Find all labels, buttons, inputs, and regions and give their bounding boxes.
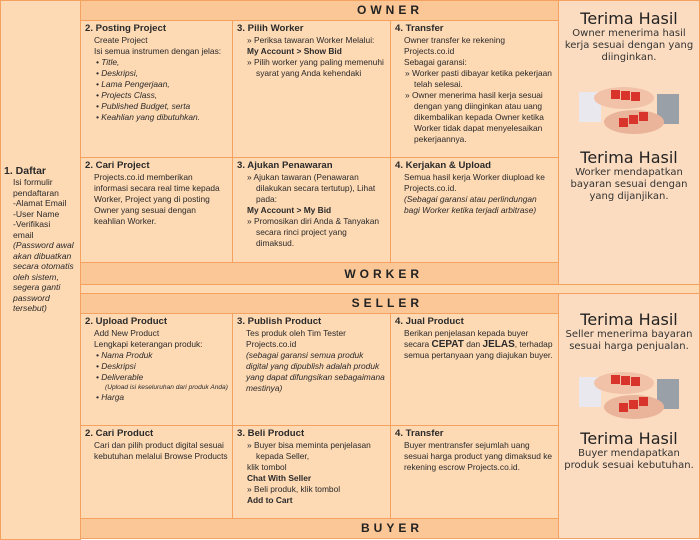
- step-line: Owner transfer ke rekening Projects.co.i…: [404, 35, 506, 56]
- step-line: • Title,: [96, 57, 120, 67]
- step-line: email: [13, 229, 34, 240]
- step-line: » Ajukan tawaran (Penawaran dilakukan se…: [247, 172, 376, 204]
- step-line: pendaftaran: [13, 187, 59, 198]
- seller-header: SELLER: [80, 293, 559, 314]
- text-segment: , terhadap semua pertanyaan yang diajuka…: [404, 339, 553, 360]
- step-line: Lengkapi keterangan produk:: [94, 339, 203, 349]
- step-cari-project: 2. Cari Project Projects.co.id memberikan…: [81, 157, 232, 262]
- step-line: Create Project: [94, 35, 148, 45]
- step-title: 2. Posting Project: [85, 23, 167, 34]
- step-posting-project: 2. Posting Project Create Project Isi semu…: [81, 21, 232, 157]
- step-title: 2. Upload Product: [85, 316, 168, 327]
- step-line: » Buyer bisa meminta penjelasan kepada S…: [247, 440, 371, 461]
- step-line: Isi formulir: [13, 177, 53, 187]
- result-title: Terima Hasil: [580, 310, 678, 329]
- step-line: My Account > My Bid: [247, 205, 332, 215]
- result-desc: Worker mendapatkan bayaran sesuai dengan…: [570, 167, 688, 202]
- step-line: • Deskripsi: [96, 361, 136, 371]
- step-line: Chat With Seller: [247, 473, 312, 483]
- step-line: Sebagai garansi:: [404, 57, 467, 67]
- step-line: • Published Budget, serta: [96, 101, 191, 111]
- step-line: • Projects Class,: [96, 90, 158, 100]
- step-line: -Verifikasi: [13, 219, 51, 229]
- result-title: Terima Hasil: [580, 9, 678, 28]
- step-title: 4. Transfer: [395, 428, 444, 439]
- step-line: -Alamat Email: [13, 198, 67, 208]
- text-segment: Berikan penjelasan kepada buyer secara: [404, 328, 529, 349]
- daftar-step: 1. Daftar Isi formulir pendaftaran -Alamat …: [2, 165, 81, 314]
- hands-image: [579, 87, 679, 134]
- step-buyer-transfer: 4. Transfer Buyer mentransfer sejumlah ua…: [390, 425, 558, 518]
- step-title: 3. Publish Product: [237, 316, 322, 327]
- step-line: » Pilih worker yang paling memenuhi syar…: [247, 57, 384, 78]
- step-publish-product: 3. Publish Product Tes produk oleh Tim Te…: [232, 314, 390, 425]
- step-pilih-worker: 3. Pilih Worker» Periksa tawaran Worker …: [232, 21, 390, 157]
- step-line: Add to Cart: [247, 495, 293, 505]
- daftar-panel: [0, 0, 81, 540]
- step-line: (Upload isi keseluruhan dari produk Anda…: [105, 384, 228, 391]
- step-line: Berikan penjelasan kepada buyer secara C…: [395, 328, 554, 361]
- step-title: 4. Transfer: [395, 23, 444, 34]
- step-title: 4. Jual Product: [395, 316, 464, 327]
- step-line: (Password awal akan dibuatkan secara oto…: [13, 240, 74, 313]
- step-line: » Worker pasti dibayar ketika pekerjaan …: [405, 68, 552, 89]
- step-line: • Lama Pengerjaan,: [96, 79, 170, 89]
- result-title: Terima Hasil: [580, 148, 678, 167]
- owner-worker-grid: [80, 20, 559, 263]
- step-line: » Beli produk, klik tombol: [247, 484, 341, 494]
- step-line: Add New Product: [94, 328, 160, 338]
- step-title: 2. Cari Product: [85, 428, 154, 439]
- step-owner-transfer: 4. Transfer Owner transfer ke rekening Pr…: [390, 21, 558, 157]
- step-line: Cari dan pilih product digital sesuai ke…: [94, 440, 228, 461]
- text-segment: CEPAT: [431, 339, 464, 350]
- step-title: 2. Cari Project: [85, 160, 150, 171]
- step-line: » Owner menerima hasil kerja sesuai deng…: [405, 90, 544, 144]
- result-desc: Owner menerima hasil kerja sesuai dengan…: [564, 28, 694, 63]
- text-segment: JELAS: [482, 339, 515, 350]
- seller-buyer-grid: [80, 313, 559, 519]
- seller-buyer-results: Terima Hasil Seller menerima bayaran ses…: [558, 293, 700, 539]
- step-ajukan-penawaran: 3. Ajukan Penawaran» Ajukan tawaran (Pen…: [232, 157, 390, 262]
- step-line: • Harga: [96, 392, 125, 402]
- owner-worker-results: Terima Hasil Owner menerima hasil kerja …: [558, 0, 700, 285]
- result-desc: Buyer mendapatkan produk sesuai kebutuha…: [564, 448, 694, 471]
- step-line: Projects.co.id memberikan informasi seca…: [94, 172, 220, 226]
- step-line: klik tombol: [247, 462, 287, 472]
- step-line: • Deskripsi,: [96, 68, 139, 78]
- owner-header: OWNER: [80, 0, 559, 21]
- step-line: Semua hasil kerja Worker diupload ke Pro…: [404, 172, 545, 193]
- step-kerjakan-upload: 4. Kerjakan & Upload Semua hasil kerja Wo…: [390, 157, 558, 262]
- step-line: (sebagai garansi semua produk digital ya…: [246, 350, 385, 393]
- step-title: 3. Beli Product: [237, 428, 305, 439]
- step-title: 3. Pilih Worker: [237, 23, 304, 34]
- step-line: » Periksa tawaran Worker Melalui:: [247, 35, 375, 45]
- step-line: Tes produk oleh Tim Tester Projects.co.i…: [246, 328, 346, 349]
- step-cari-product: 2. Cari Product Cari dan pilih product di…: [81, 425, 232, 518]
- step-line: • Deliverable: [96, 372, 144, 382]
- step-line: • Keahlian yang dibutuhkan.: [96, 112, 200, 122]
- step-upload-product: 2. Upload Product Add New Product Lengkapi…: [81, 314, 232, 425]
- buyer-header: BUYER: [80, 518, 559, 539]
- step-line: (Sebagai garansi atau perlindungan bagi …: [404, 194, 537, 215]
- text-segment: dan: [463, 339, 483, 349]
- step-line: » Promosikan diri Anda & Tanyakan secara…: [247, 216, 380, 248]
- step-line: Buyer mentransfer sejumlah uang sesuai h…: [404, 440, 553, 472]
- worker-header: WORKER: [80, 262, 559, 285]
- step-beli-product: 3. Beli Product» Buyer bisa meminta penj…: [232, 425, 390, 518]
- step-title: 4. Kerjakan & Upload: [395, 160, 491, 171]
- step-line: My Account > Show Bid: [247, 46, 342, 56]
- step-line: -User Name: [13, 208, 60, 219]
- step-jual-product: 4. Jual Product Berikan penjelasan kepada…: [390, 314, 558, 425]
- step-title: 3. Ajukan Penawaran: [237, 160, 333, 171]
- hands-image: [579, 372, 679, 419]
- step-title: 1. Daftar: [4, 165, 47, 177]
- step-line: • Nama Produk: [96, 350, 153, 360]
- result-desc: Seller menerima bayaran sesuai harga pen…: [565, 329, 693, 352]
- result-title: Terima Hasil: [580, 429, 678, 448]
- step-line: Isi semua instrumen dengan jelas:: [94, 46, 222, 56]
